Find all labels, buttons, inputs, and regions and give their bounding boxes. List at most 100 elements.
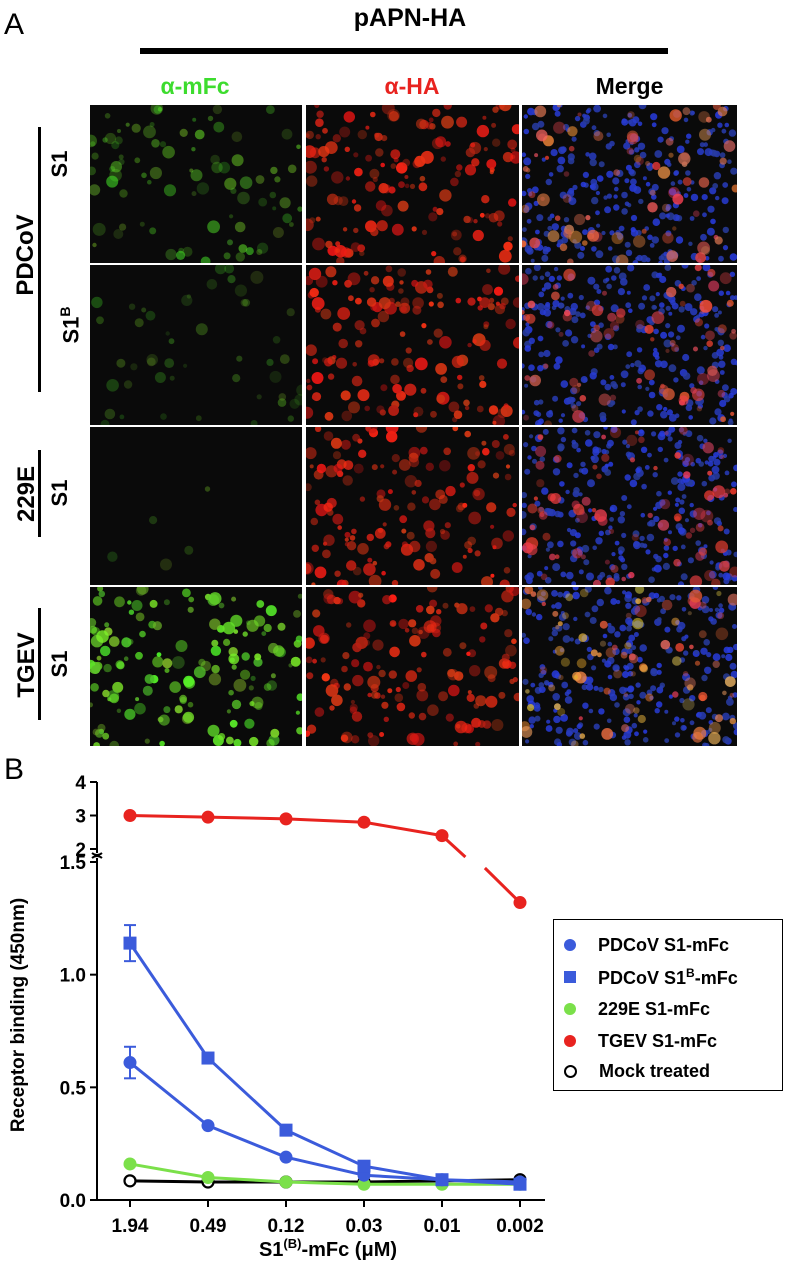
x-axis-label: S1(B)-mFc (μM) bbox=[259, 1236, 397, 1261]
row-label-s1b-sup: B bbox=[57, 306, 73, 317]
micrograph-cells bbox=[522, 427, 737, 585]
micrograph-cells bbox=[522, 265, 737, 425]
legend-label: Mock treated bbox=[599, 1060, 711, 1081]
y-axis-label: Receptor binding (450nm) bbox=[8, 898, 29, 1132]
panel-a-letter: A bbox=[4, 8, 25, 41]
data-point-square bbox=[201, 1051, 215, 1065]
legend-marker-circle-green bbox=[564, 1003, 576, 1015]
row-label-s1-229e: S1 bbox=[47, 479, 72, 507]
column-label-merge: Merge bbox=[595, 73, 664, 99]
legend-marker-square-blue bbox=[564, 971, 576, 983]
x-tick-label: 0.01 bbox=[424, 1216, 461, 1237]
legend-item-pdcov-s1: PDCoV S1-mFc bbox=[564, 933, 729, 957]
y-tick-label: 0.0 bbox=[60, 1191, 86, 1212]
series-tgev-s1-mfc bbox=[123, 809, 527, 910]
legend-label: PDCoV S1-mFc bbox=[598, 934, 730, 955]
data-point-circle bbox=[513, 896, 527, 910]
micrograph-pdcov-s1b-amfc bbox=[90, 265, 302, 425]
row-label-s1b-base: S1 bbox=[58, 316, 84, 344]
series-line bbox=[207, 815, 287, 821]
micrograph-cells bbox=[522, 105, 737, 263]
micrograph-cells bbox=[107, 486, 211, 571]
micrograph-pdcov-s1-aha bbox=[306, 105, 519, 263]
column-label-amfc: α-mFc bbox=[160, 73, 230, 99]
data-point-circle bbox=[201, 810, 215, 824]
series-pdcov-s1-mfc bbox=[123, 1045, 527, 1189]
y-tick-label: 2 bbox=[75, 840, 86, 861]
data-point-circle bbox=[279, 1175, 293, 1189]
micrograph-pdcov-s1-merge bbox=[522, 105, 737, 263]
y-tick-label: 0.5 bbox=[60, 1078, 87, 1099]
data-point-square bbox=[435, 1173, 449, 1187]
legend: PDCoV S1-mFc PDCoV S1B-mFc 229E S1-mFc T… bbox=[553, 919, 783, 1091]
data-point-circle bbox=[357, 1177, 371, 1191]
series-line bbox=[483, 866, 522, 904]
y-tick-label: 1.5 bbox=[60, 853, 87, 874]
panel-b-letter: B bbox=[4, 753, 25, 786]
micrograph-229e-s1-amfc bbox=[90, 427, 302, 585]
x-tick-label: 0.03 bbox=[346, 1216, 383, 1237]
x-axis-label-post: -mFc (μM) bbox=[301, 1239, 397, 1261]
series-line bbox=[206, 1056, 288, 1132]
series-line bbox=[128, 942, 210, 1059]
x-tick-label: 1.94 bbox=[112, 1216, 149, 1237]
axis-break-mark bbox=[91, 852, 103, 856]
legend-item-pdcov-s1b: PDCoV S1B-mFc bbox=[564, 965, 738, 989]
series-line bbox=[129, 1179, 209, 1184]
series-line bbox=[207, 1124, 287, 1159]
data-point-circle bbox=[435, 829, 449, 843]
micrograph-cells bbox=[90, 105, 302, 263]
group-label-pdcov: PDCoV bbox=[12, 214, 39, 296]
group-bar-pdcov bbox=[38, 127, 41, 392]
data-point-circle bbox=[279, 1150, 293, 1164]
series-line bbox=[441, 1178, 521, 1186]
legend-label-pre: PDCoV S1 bbox=[598, 967, 687, 988]
construct-bar bbox=[140, 48, 668, 54]
micrograph-pdcov-s1-amfc bbox=[90, 105, 302, 263]
legend-label: TGEV S1-mFc bbox=[598, 1030, 718, 1051]
data-point-square bbox=[357, 1159, 371, 1173]
data-point-circle bbox=[123, 809, 137, 822]
micrograph-cells bbox=[306, 265, 519, 425]
x-axis-label-pre: S1 bbox=[259, 1239, 283, 1261]
y-tick-label: 4 bbox=[75, 773, 86, 794]
series-line bbox=[285, 1128, 365, 1168]
y-tick-label: 1.0 bbox=[60, 966, 86, 987]
series-line bbox=[363, 1179, 443, 1184]
binding-chart: 0.0 0.5 1.0 1.52 3 4 1.94 0.49 0.12 0.03 0.01 0.002… bbox=[8, 773, 545, 1261]
legend-item-229e: 229E S1-mFc bbox=[564, 997, 710, 1021]
micrograph-pdcov-s1b-merge bbox=[522, 265, 737, 425]
micrograph-tgev-s1-merge bbox=[522, 587, 737, 746]
micrograph-229e-s1-aha bbox=[306, 427, 519, 585]
data-point-square bbox=[123, 936, 137, 950]
series-line bbox=[129, 1061, 209, 1127]
series-229e-s1-mfc bbox=[123, 1157, 527, 1191]
construct-label: pAPN-HA bbox=[353, 4, 467, 32]
data-point-square bbox=[279, 1123, 293, 1137]
x-tick-label: 0.12 bbox=[268, 1216, 305, 1237]
series-line bbox=[207, 1175, 287, 1184]
data-point-circle bbox=[201, 1170, 215, 1184]
legend-label: 229E S1-mFc bbox=[598, 998, 711, 1019]
axis-break-mark bbox=[91, 855, 103, 859]
micrograph-cells bbox=[90, 587, 302, 746]
series-line bbox=[363, 1164, 443, 1182]
micrograph-cells bbox=[306, 105, 519, 263]
legend-label: PDCoV S1B-mFc bbox=[598, 966, 738, 989]
row-label-s1-pdcov: S1 bbox=[47, 150, 72, 178]
data-point-circle bbox=[357, 815, 371, 829]
series-line bbox=[285, 1180, 365, 1186]
group-bar-tgev bbox=[38, 608, 41, 720]
row-label-s1b-pdcov: S1B bbox=[51, 295, 83, 355]
micrograph-cells bbox=[522, 587, 737, 746]
data-point-circle bbox=[201, 1119, 215, 1133]
data-point-circle bbox=[123, 1056, 137, 1070]
legend-marker-circle-red bbox=[564, 1035, 576, 1047]
x-tick-label: 0.002 bbox=[496, 1216, 544, 1237]
legend-item-tgev: TGEV S1-mFc bbox=[564, 1029, 717, 1053]
micrograph-229e-s1-merge bbox=[522, 427, 737, 585]
micrograph-cells bbox=[306, 427, 517, 585]
micrograph-pdcov-s1b-aha bbox=[306, 265, 519, 425]
column-label-aha: α-HA bbox=[384, 73, 440, 99]
micrograph-cells bbox=[91, 265, 302, 425]
